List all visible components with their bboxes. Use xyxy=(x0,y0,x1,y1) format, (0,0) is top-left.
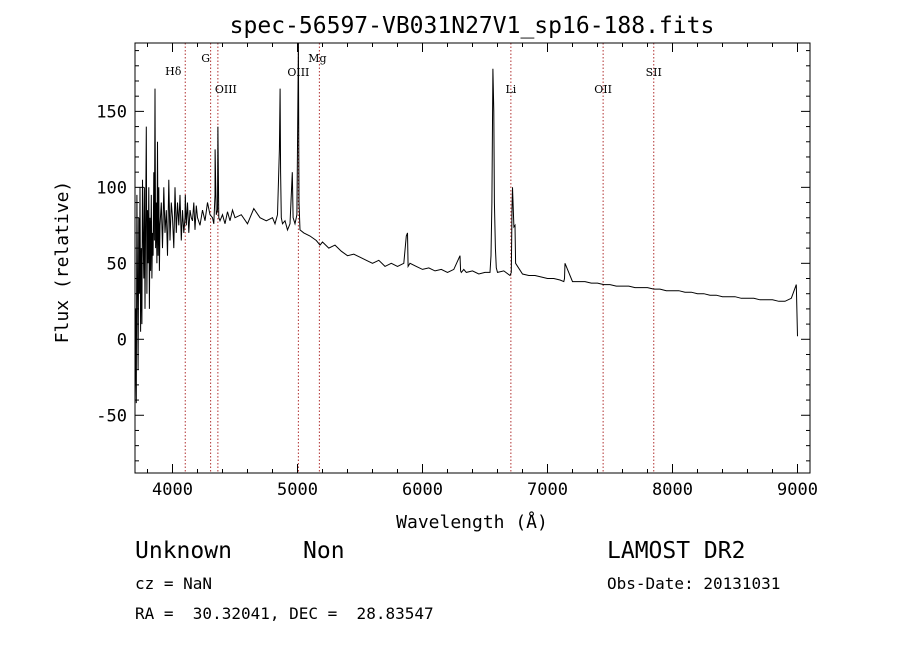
coordinates: RA = 30.32041, DEC = 28.83547 xyxy=(135,604,434,623)
chart-title: spec-56597-VB031N27V1_sp16-188.fits xyxy=(230,13,715,39)
y-tick-label: 0 xyxy=(117,330,127,350)
object-subclass: Non xyxy=(303,538,345,564)
redshift-value: cz = NaN xyxy=(135,574,213,593)
line-marker-label: Li xyxy=(505,83,516,96)
x-tick-label: 5000 xyxy=(277,480,318,500)
y-tick-label: 150 xyxy=(96,102,127,122)
y-tick-label: -50 xyxy=(96,406,127,426)
x-axis-label: Wavelength (Å) xyxy=(396,511,548,533)
line-marker-label: Mg xyxy=(308,52,326,65)
line-marker-label: OIII xyxy=(215,83,237,96)
line-marker-label: SII xyxy=(646,66,662,79)
x-tick-label: 6000 xyxy=(402,480,443,500)
y-tick-label: 50 xyxy=(107,254,127,274)
object-class: Unknown xyxy=(135,538,232,564)
y-axis-label: Flux (relative) xyxy=(52,181,73,344)
x-tick-label: 8000 xyxy=(652,480,693,500)
line-marker-label: G xyxy=(201,52,210,65)
y-tick-label: 100 xyxy=(96,178,127,198)
observation-date: Obs-Date: 20131031 xyxy=(607,574,781,593)
plot-frame xyxy=(134,42,811,474)
survey-name: LAMOST DR2 xyxy=(607,538,746,564)
x-tick-label: 7000 xyxy=(527,480,568,500)
x-tick-label: 9000 xyxy=(777,480,818,500)
axis-ticks: 4000 5000 6000 7000 8000 9000 -50 0 50 100 150 xyxy=(96,43,818,500)
x-tick-label: 4000 xyxy=(152,480,193,500)
spectrum-line xyxy=(134,42,798,404)
line-marker-label: Hδ xyxy=(165,65,182,78)
line-marker-label: OII xyxy=(594,83,612,96)
